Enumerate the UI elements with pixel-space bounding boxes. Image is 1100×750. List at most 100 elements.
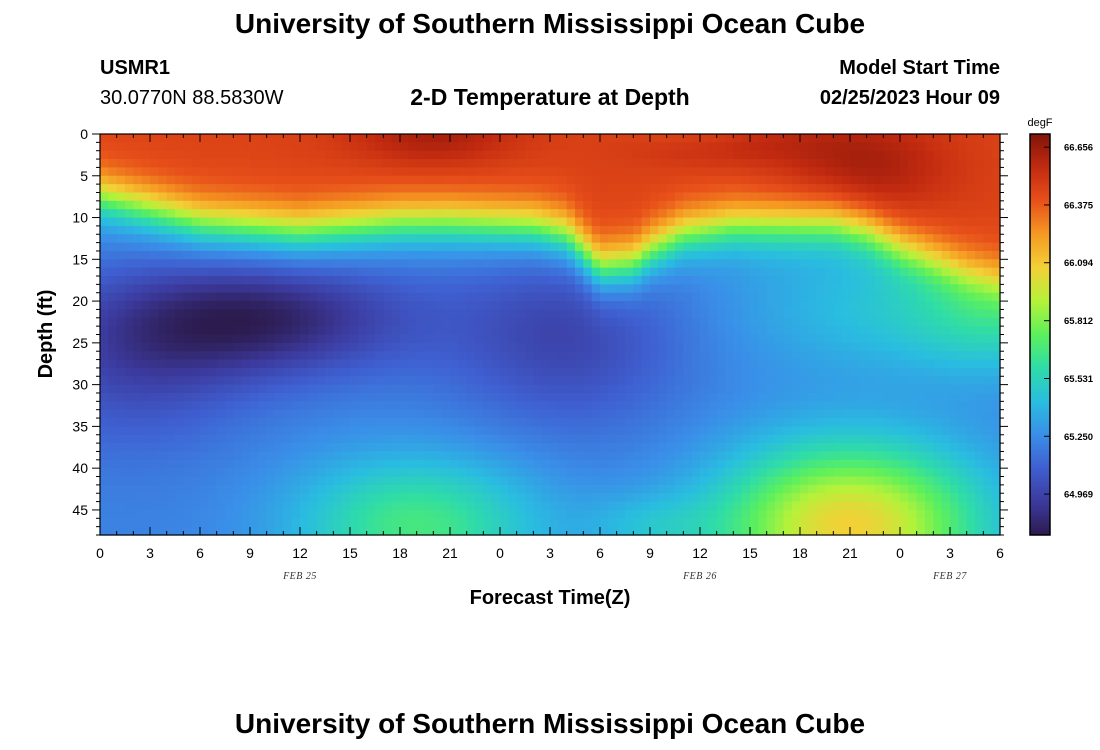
heatmap-cell [283, 250, 293, 260]
heatmap-cell [116, 426, 126, 436]
heatmap-cell [725, 250, 734, 260]
heatmap-cell [233, 267, 243, 277]
heatmap-cell [325, 217, 334, 227]
heatmap-cell [925, 384, 934, 394]
heatmap-cell [950, 217, 959, 227]
heatmap-cell [950, 326, 959, 336]
heatmap-cell [208, 351, 218, 361]
heatmap-cell [216, 225, 226, 235]
heatmap-cell [266, 159, 276, 169]
heatmap-cell [808, 468, 818, 478]
heatmap-cell [983, 401, 993, 411]
heatmap-cell [733, 501, 743, 511]
heatmap-cell [625, 401, 634, 411]
heatmap-cell [775, 200, 784, 210]
heatmap-cell [375, 351, 384, 361]
heatmap-cell [916, 184, 926, 194]
heatmap-cell [208, 443, 218, 453]
heatmap-cell [675, 301, 684, 311]
heatmap-cell [241, 392, 251, 402]
heatmap-cell [133, 468, 143, 478]
heatmap-cell [891, 401, 901, 411]
heatmap-cell [325, 476, 334, 486]
heatmap-cell [341, 326, 351, 336]
heatmap-cell [366, 443, 376, 453]
heatmap-cell [441, 192, 451, 202]
heatmap-cell [925, 309, 934, 319]
heatmap-cell [300, 167, 309, 177]
heatmap-cell [483, 367, 493, 377]
heatmap-cell [133, 409, 143, 419]
heatmap-cell [433, 476, 443, 486]
heatmap-cell [650, 468, 659, 478]
heatmap-cell [383, 468, 393, 478]
heatmap-cell [383, 159, 393, 169]
heatmap-cell [841, 209, 851, 219]
heatmap-cell [375, 476, 384, 486]
heatmap-cell [725, 217, 734, 227]
heatmap-cell [783, 292, 793, 302]
heatmap-cell [700, 134, 709, 143]
heatmap-cell [491, 267, 501, 277]
heatmap-cell [241, 292, 251, 302]
heatmap-cell [658, 150, 668, 160]
heatmap-cell [191, 384, 201, 394]
heatmap-cell [758, 276, 768, 285]
heatmap-cell [550, 359, 559, 369]
heatmap-cell [216, 217, 226, 227]
heatmap-cell [125, 451, 134, 461]
heatmap-cell [233, 501, 243, 511]
heatmap-cell [841, 242, 851, 252]
heatmap-cell [916, 501, 926, 511]
heatmap-cell [758, 342, 768, 352]
heatmap-cell [941, 242, 951, 252]
heatmap-cell [900, 209, 909, 219]
heatmap-cell [408, 434, 418, 444]
heatmap-cell [766, 384, 776, 394]
heatmap-cell [716, 367, 726, 377]
heatmap-cell [633, 234, 643, 244]
heatmap-cell [283, 317, 293, 327]
heatmap-cell [966, 509, 976, 519]
heatmap-cell [233, 334, 243, 344]
heatmap-cell [333, 259, 343, 269]
heatmap-cell [891, 267, 901, 277]
heatmap-cell [933, 367, 943, 377]
heatmap-cell [666, 301, 676, 311]
heatmap-cell [833, 501, 843, 511]
heatmap-cell [983, 484, 993, 494]
heatmap-cell [508, 401, 518, 411]
heatmap-cell [533, 409, 543, 419]
heatmap-cell [516, 200, 526, 210]
heatmap-cell [441, 384, 451, 394]
heatmap-cell [383, 443, 393, 453]
heatmap-cell [416, 276, 426, 285]
heatmap-cell [541, 459, 551, 469]
heatmap-cell [341, 284, 351, 294]
heatmap-cell [908, 267, 918, 277]
heatmap-cell [208, 409, 218, 419]
heatmap-cell [958, 292, 968, 302]
heatmap-cell [241, 317, 251, 327]
heatmap-cell [433, 317, 443, 327]
heatmap-cell [225, 242, 234, 252]
heatmap-cell [916, 359, 926, 369]
heatmap-cell [241, 159, 251, 169]
heatmap-cell [725, 409, 734, 419]
heatmap-cell [966, 409, 976, 419]
heatmap-cell [475, 134, 484, 143]
heatmap-cell [991, 175, 1001, 185]
heatmap-cell [416, 476, 426, 486]
heatmap-cell [216, 175, 226, 185]
heatmap-cell [650, 334, 659, 344]
heatmap-cell [125, 267, 134, 277]
heatmap-cell [658, 359, 668, 369]
heatmap-cell [750, 134, 759, 143]
heatmap-cell [975, 200, 984, 210]
heatmap-cell [466, 209, 476, 219]
heatmap-cell [550, 451, 559, 461]
heatmap-cell [108, 376, 118, 386]
heatmap-cell [966, 367, 976, 377]
heatmap-cell [766, 250, 776, 260]
heatmap-cell [650, 284, 659, 294]
